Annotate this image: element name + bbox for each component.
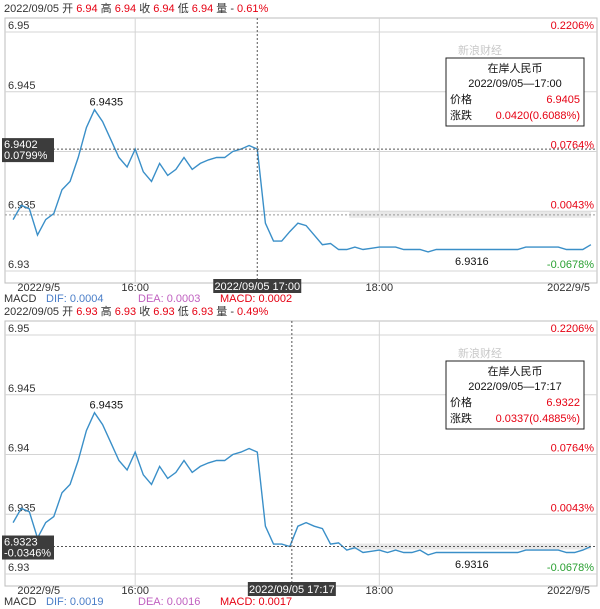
x-tick-label: 2022/9/5 bbox=[17, 282, 60, 294]
pct-tick-label: 0.0043% bbox=[551, 502, 595, 514]
high-annotation: 6.9435 bbox=[90, 400, 124, 412]
price-line bbox=[12, 411, 592, 556]
macd-value: MACD: 0.0017 bbox=[220, 596, 292, 608]
tooltip-change-label: 涨跌 bbox=[450, 108, 472, 122]
macd-label: MACD bbox=[4, 293, 36, 305]
crosshair-value-box bbox=[2, 138, 54, 163]
x-tick-label: 18:00 bbox=[366, 282, 394, 294]
pct-tick-label: 0.0764% bbox=[551, 443, 595, 455]
chart-panel-1: 2022/09/05 开 6.94 高 6.94 收 6.94 低 6.94 量… bbox=[2, 1, 598, 305]
tooltip-title: 在岸人民币 bbox=[488, 62, 543, 75]
low-annotation: 6.9316 bbox=[455, 559, 489, 571]
tooltip-datetime: 2022/09/05—17:17 bbox=[468, 381, 562, 393]
macd-dea: DEA: 0.0003 bbox=[138, 293, 200, 305]
crosshair-time-box bbox=[247, 582, 336, 596]
tooltip-box bbox=[445, 57, 585, 127]
tooltip-price-value: 6.9405 bbox=[546, 94, 580, 106]
y-tick-label: 6.945 bbox=[8, 383, 36, 395]
tooltip-price-value: 6.9322 bbox=[546, 397, 580, 409]
crosshair-pct: -0.0346% bbox=[4, 548, 51, 560]
macd-dea: DEA: 0.0016 bbox=[138, 596, 200, 608]
tooltip-datetime: 2022/09/05—17:00 bbox=[468, 78, 562, 90]
crosshair-value: 6.9323 bbox=[4, 537, 38, 549]
pct-tick-label: -0.0678% bbox=[547, 259, 594, 271]
chart-panel-2: 2022/09/05 开 6.93 高 6.93 收 6.93 低 6.93 量… bbox=[2, 304, 598, 608]
watermark: 新浪财经 bbox=[458, 43, 502, 57]
crosshair-time-label: 2022/09/05 17:17 bbox=[249, 584, 335, 596]
pct-tick-label: 0.2206% bbox=[551, 20, 595, 32]
high-annotation: 6.9435 bbox=[90, 97, 124, 109]
tooltip-change-value: 0.0420(0.6088%) bbox=[496, 110, 580, 122]
y-tick-label: 6.94 bbox=[8, 443, 29, 455]
crosshair-time-label: 2022/09/05 17:00 bbox=[214, 281, 300, 293]
pct-tick-label: 0.0764% bbox=[551, 140, 595, 152]
low-annotation: 6.9316 bbox=[455, 256, 489, 268]
pct-tick-label: 0.2206% bbox=[551, 323, 595, 335]
tooltip-price-label: 价格 bbox=[450, 395, 472, 409]
quote-bar: 2022/09/05 开 6.94 高 6.94 收 6.94 低 6.94 量… bbox=[4, 1, 268, 15]
macd-label: MACD bbox=[4, 596, 36, 608]
tooltip-box bbox=[445, 360, 585, 430]
macd-dif: DIF: 0.0019 bbox=[46, 596, 103, 608]
tooltip-change-value: 0.0337(0.4885%) bbox=[496, 413, 580, 425]
y-tick-label: 6.95 bbox=[8, 20, 29, 32]
watermark: 新浪财经 bbox=[458, 346, 502, 360]
crosshair-value: 6.9402 bbox=[4, 139, 38, 151]
price-line bbox=[12, 108, 592, 253]
macd-dif: DIF: 0.0004 bbox=[46, 293, 103, 305]
y-tick-label: 6.95 bbox=[8, 323, 29, 335]
macd-value: MACD: 0.0002 bbox=[220, 293, 292, 305]
x-tick-label: 2022/9/5 bbox=[547, 585, 590, 597]
pct-tick-label: -0.0678% bbox=[547, 562, 594, 574]
x-tick-label: 2022/9/5 bbox=[547, 282, 590, 294]
y-tick-label: 6.93 bbox=[8, 562, 29, 574]
pct-tick-label: 0.0043% bbox=[551, 199, 595, 211]
crosshair-time-box bbox=[213, 279, 302, 293]
x-tick-label: 16:00 bbox=[121, 585, 149, 597]
tooltip-price-label: 价格 bbox=[450, 92, 472, 106]
crosshair-value-box bbox=[2, 535, 54, 560]
x-tick-label: 16:00 bbox=[121, 282, 149, 294]
x-tick-label: 18:00 bbox=[366, 585, 394, 597]
tooltip-change-label: 涨跌 bbox=[450, 411, 472, 425]
quote-bar: 2022/09/05 开 6.93 高 6.93 收 6.93 低 6.93 量… bbox=[4, 304, 268, 318]
y-tick-label: 6.945 bbox=[8, 80, 36, 92]
x-tick-label: 2022/9/5 bbox=[17, 585, 60, 597]
crosshair-pct: 0.0799% bbox=[4, 150, 48, 162]
tooltip-title: 在岸人民币 bbox=[488, 365, 543, 378]
y-tick-label: 6.93 bbox=[8, 259, 29, 271]
